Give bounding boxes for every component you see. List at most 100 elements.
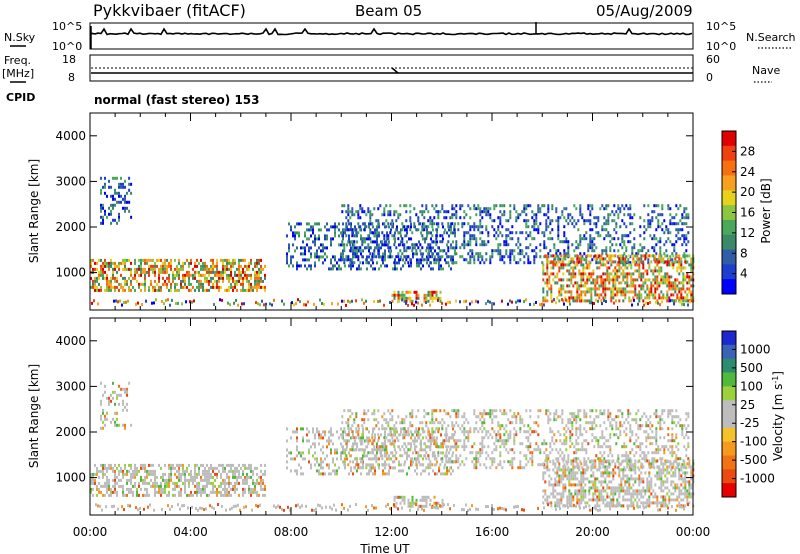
heat-cell bbox=[479, 442, 482, 446]
heat-cell bbox=[188, 478, 190, 482]
heat-cell bbox=[521, 442, 524, 446]
heat-cell bbox=[393, 290, 396, 294]
heat-cell bbox=[515, 231, 518, 235]
heat-cell bbox=[417, 301, 419, 305]
heat-cell bbox=[407, 225, 410, 229]
heat-cell bbox=[385, 219, 388, 223]
heat-cell bbox=[672, 299, 675, 303]
heat-cell bbox=[114, 475, 116, 479]
heat-cell bbox=[473, 258, 476, 262]
heat-cell bbox=[610, 290, 613, 294]
heat-cell bbox=[399, 433, 402, 437]
heat-cell bbox=[573, 451, 576, 455]
heat-cell bbox=[114, 197, 116, 201]
heat-cell bbox=[559, 240, 562, 244]
heat-cell bbox=[322, 430, 324, 434]
heat-cell bbox=[639, 225, 642, 229]
heat-cell bbox=[437, 216, 440, 220]
heat-cell bbox=[320, 463, 322, 467]
heat-cell bbox=[371, 231, 374, 235]
heat-cell bbox=[493, 302, 495, 306]
heat-cell bbox=[668, 275, 671, 279]
heat-cell bbox=[394, 267, 396, 271]
heat-cell bbox=[338, 267, 340, 271]
heat-cell bbox=[416, 472, 418, 476]
heat-cell bbox=[397, 231, 400, 235]
heat-cell bbox=[368, 222, 370, 226]
heat-cell bbox=[150, 463, 152, 467]
heat-cell bbox=[611, 219, 614, 223]
heat-cell bbox=[124, 472, 126, 476]
heat-cell bbox=[455, 216, 458, 220]
heat-cell bbox=[350, 264, 352, 268]
heat-cell bbox=[647, 219, 650, 223]
heat-cell bbox=[569, 302, 571, 306]
heat-cell bbox=[686, 254, 689, 258]
heat-cell bbox=[185, 300, 187, 304]
heat-cell bbox=[539, 210, 542, 214]
heat-cell bbox=[686, 281, 689, 285]
heat-cell bbox=[499, 258, 502, 262]
heat-cell bbox=[389, 204, 392, 208]
heat-cell bbox=[116, 411, 118, 415]
heat-cell bbox=[106, 469, 108, 473]
heat-cell bbox=[553, 246, 556, 250]
heat-cell bbox=[226, 493, 228, 497]
heat-cell bbox=[164, 267, 166, 271]
heat-cell bbox=[156, 258, 158, 262]
heat-cell bbox=[589, 210, 592, 214]
heat-cell bbox=[304, 457, 306, 461]
heat-cell bbox=[312, 225, 314, 229]
heat-cell bbox=[671, 258, 674, 262]
heat-cell bbox=[444, 433, 446, 437]
colorbar-tick-label: 8 bbox=[740, 246, 748, 260]
heat-cell bbox=[423, 409, 426, 413]
heat-cell bbox=[519, 451, 522, 455]
heat-cell bbox=[555, 418, 558, 422]
heat-cell bbox=[648, 278, 651, 282]
heat-cell bbox=[210, 258, 212, 262]
heat-cell bbox=[387, 234, 390, 238]
heat-cell bbox=[655, 243, 658, 247]
heat-cell bbox=[405, 301, 407, 305]
heat-cell bbox=[106, 490, 108, 494]
heat-cell bbox=[497, 421, 500, 425]
heat-cell bbox=[421, 427, 424, 431]
heat-cell bbox=[463, 222, 466, 226]
heat-cell bbox=[425, 421, 428, 425]
heat-cell bbox=[383, 418, 386, 422]
heat-cell bbox=[114, 481, 116, 485]
heat-cell bbox=[519, 213, 522, 217]
heat-cell bbox=[493, 430, 496, 434]
heat-cell bbox=[473, 442, 476, 446]
heat-cell bbox=[499, 243, 502, 247]
heat-cell bbox=[411, 299, 414, 303]
heat-cell bbox=[184, 475, 186, 479]
heat-cell bbox=[395, 228, 398, 232]
heat-cell bbox=[626, 260, 629, 264]
heat-cell bbox=[481, 415, 484, 419]
heat-cell bbox=[356, 442, 358, 446]
heat-cell bbox=[430, 237, 432, 241]
heat-cell bbox=[684, 257, 687, 261]
heat-cell bbox=[395, 210, 398, 214]
heat-cell bbox=[443, 249, 446, 253]
heat-cell bbox=[604, 278, 607, 282]
heat-cell bbox=[453, 207, 456, 211]
heat-cell bbox=[398, 261, 400, 265]
heat-cell bbox=[525, 252, 528, 256]
heat-cell bbox=[683, 237, 686, 241]
heat-cell bbox=[212, 267, 214, 271]
heat-cell bbox=[675, 213, 678, 217]
date-label: 05/Aug/2009 bbox=[596, 2, 693, 20]
heat-cell bbox=[667, 237, 670, 241]
heat-cell bbox=[160, 264, 162, 268]
heat-cell bbox=[624, 281, 627, 285]
heat-cell bbox=[409, 216, 412, 220]
heat-cell bbox=[592, 287, 595, 291]
heat-cell bbox=[100, 402, 102, 406]
heat-cell bbox=[377, 439, 380, 443]
heat-cell bbox=[591, 204, 594, 208]
heat-cell bbox=[560, 278, 563, 282]
heat-cell bbox=[562, 263, 565, 267]
